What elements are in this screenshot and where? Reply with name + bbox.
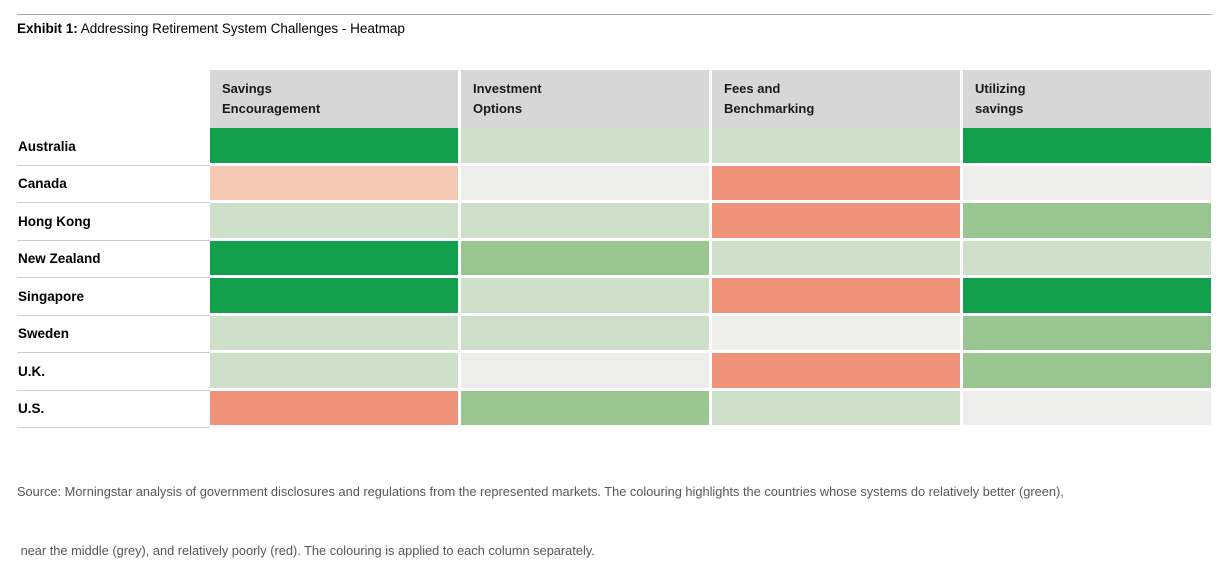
cell-sweden-savings-encouragement <box>210 315 458 350</box>
heatmap-row-new-zealand: New Zealand <box>17 240 1213 278</box>
cell-sweden-investment-options <box>461 315 709 350</box>
row-label-u-k: U.K. <box>17 353 210 391</box>
heatmap-row-singapore: Singapore <box>17 278 1213 316</box>
cell-new-zealand-savings-encouragement <box>210 240 458 275</box>
cell-u-s-utilizing-savings <box>963 390 1211 425</box>
cell-sweden-utilizing-savings <box>963 315 1211 350</box>
cell-singapore-savings-encouragement <box>210 278 458 313</box>
cell-u-k-fees-and-benchmarking <box>712 353 960 388</box>
row-label-new-zealand: New Zealand <box>17 241 210 278</box>
heatmap-row-canada: Canada <box>17 165 1213 203</box>
cell-u-k-investment-options <box>461 353 709 388</box>
cell-canada-investment-options <box>461 165 709 200</box>
row-label-hong-kong: Hong Kong <box>17 203 210 241</box>
cell-new-zealand-fees-and-benchmarking <box>712 240 960 275</box>
cell-canada-utilizing-savings <box>963 165 1211 200</box>
heatmap-row-sweden: Sweden <box>17 315 1213 353</box>
cell-new-zealand-investment-options <box>461 240 709 275</box>
cell-canada-savings-encouragement <box>210 165 458 200</box>
column-header-fees-and-benchmarking: Fees and Benchmarking <box>712 70 960 128</box>
cell-singapore-utilizing-savings <box>963 278 1211 313</box>
heatmap-row-u-s: U.S. <box>17 390 1213 428</box>
exhibit-title-text: Addressing Retirement System Challenges … <box>80 21 405 36</box>
heatmap-row-hong-kong: Hong Kong <box>17 203 1213 241</box>
exhibit-label: Exhibit 1: <box>17 21 78 36</box>
exhibit-title: Exhibit 1: Addressing Retirement System … <box>17 21 405 36</box>
column-header-savings-encouragement: Savings Encouragement <box>210 70 458 128</box>
cell-hong-kong-savings-encouragement <box>210 203 458 238</box>
cell-singapore-fees-and-benchmarking <box>712 278 960 313</box>
row-label-canada: Canada <box>17 166 210 203</box>
heatmap-header-row: Savings Encouragement Investment Options Fee… <box>17 70 1213 128</box>
row-label-u-s: U.S. <box>17 391 210 428</box>
header-label-spacer <box>17 70 210 128</box>
row-label-singapore: Singapore <box>17 278 210 316</box>
cell-u-s-investment-options <box>461 390 709 425</box>
cell-hong-kong-fees-and-benchmarking <box>712 203 960 238</box>
heatmap-table: Savings Encouragement Investment Options Fee… <box>17 70 1213 428</box>
cell-hong-kong-investment-options <box>461 203 709 238</box>
cell-new-zealand-utilizing-savings <box>963 240 1211 275</box>
cell-australia-utilizing-savings <box>963 128 1211 163</box>
cell-australia-fees-and-benchmarking <box>712 128 960 163</box>
cell-u-k-savings-encouragement <box>210 353 458 388</box>
source-line-1: Source: Morningstar analysis of governme… <box>17 483 1064 499</box>
column-header-utilizing-savings: Utilizing savings <box>963 70 1211 128</box>
source-note: Source: Morningstar analysis of governme… <box>17 442 1064 581</box>
cell-u-k-utilizing-savings <box>963 353 1211 388</box>
cell-australia-savings-encouragement <box>210 128 458 163</box>
heatmap-row-u-k: U.K. <box>17 353 1213 391</box>
cell-sweden-fees-and-benchmarking <box>712 315 960 350</box>
cell-canada-fees-and-benchmarking <box>712 165 960 200</box>
cell-u-s-fees-and-benchmarking <box>712 390 960 425</box>
column-header-investment-options: Investment Options <box>461 70 709 128</box>
cell-australia-investment-options <box>461 128 709 163</box>
heatmap-row-australia: Australia <box>17 128 1213 166</box>
cell-u-s-savings-encouragement <box>210 390 458 425</box>
row-label-australia: Australia <box>17 128 210 166</box>
top-rule-divider <box>17 14 1212 15</box>
cell-singapore-investment-options <box>461 278 709 313</box>
cell-hong-kong-utilizing-savings <box>963 203 1211 238</box>
source-line-2: near the middle (grey), and relatively p… <box>17 543 595 559</box>
row-label-sweden: Sweden <box>17 316 210 353</box>
